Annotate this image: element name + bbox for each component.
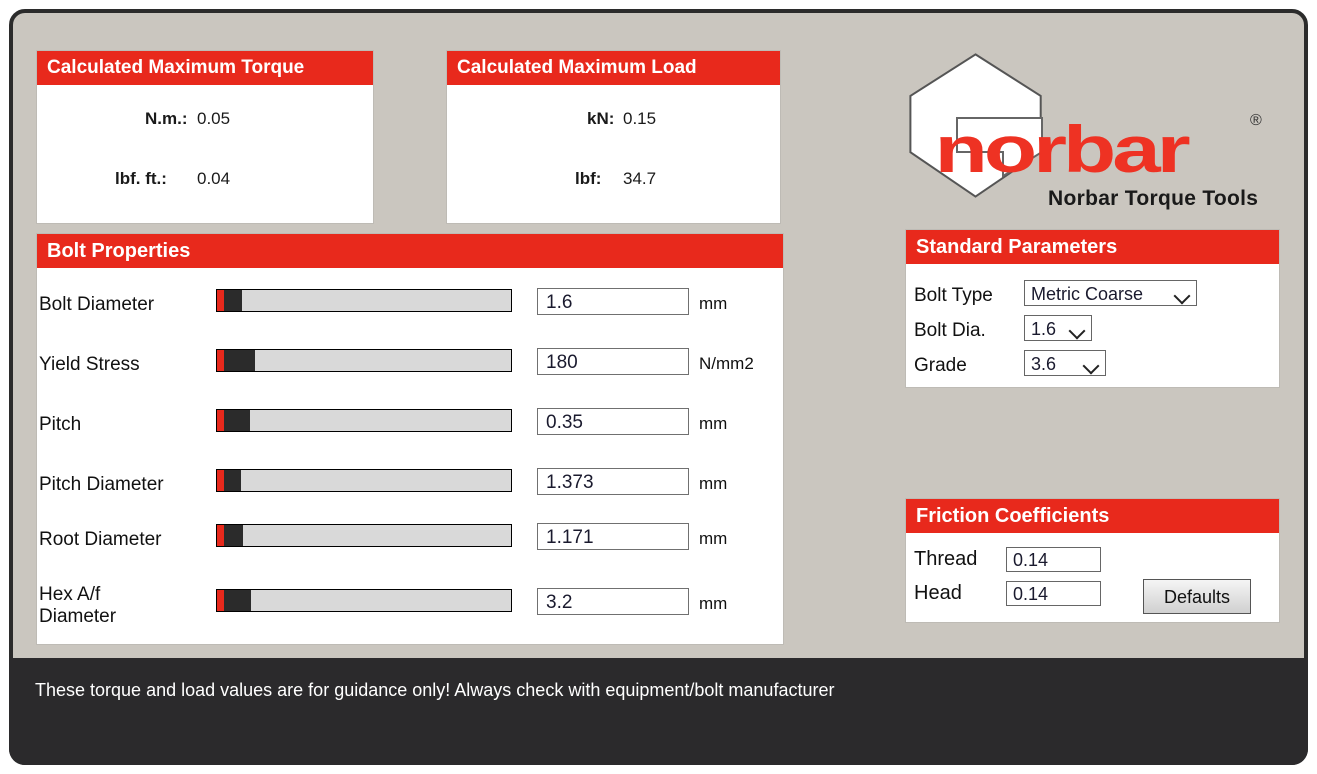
- svg-text:norbar: norbar: [935, 113, 1190, 186]
- svg-text:®: ®: [1250, 112, 1262, 129]
- svg-text:Norbar Torque Tools: Norbar Torque Tools: [1048, 187, 1258, 210]
